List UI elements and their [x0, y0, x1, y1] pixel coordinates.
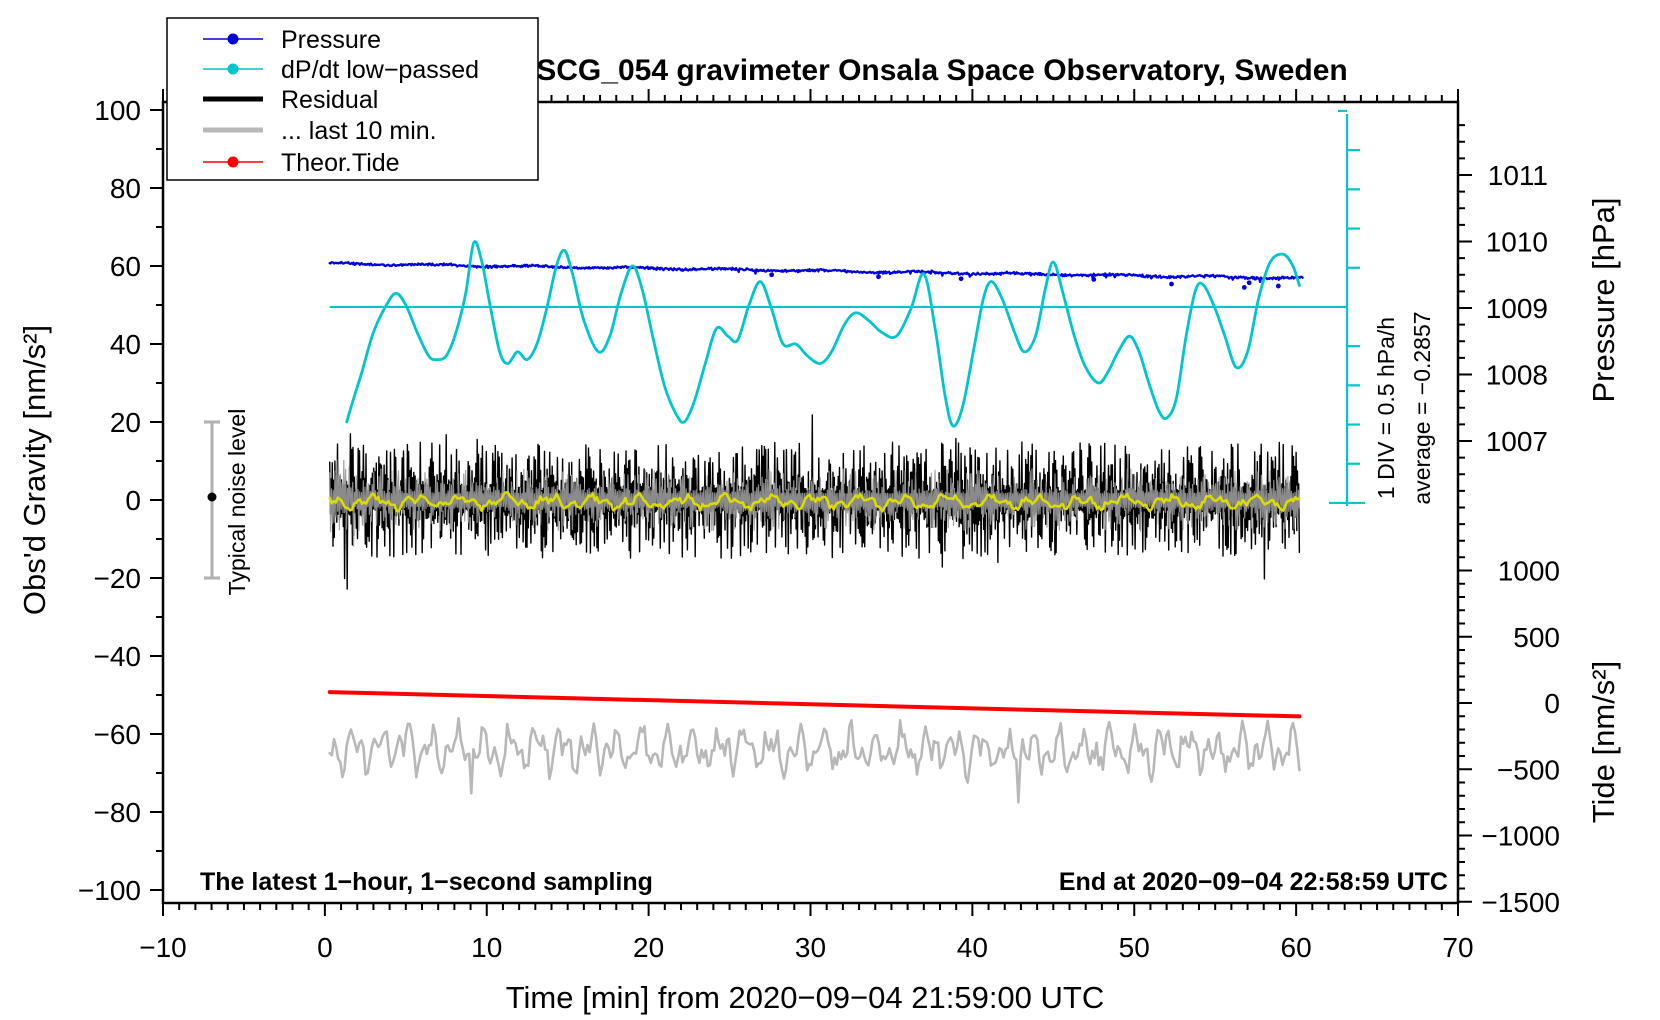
legend-label-last10: ... last 10 min.	[281, 117, 437, 145]
tide-tick-label: 0	[1544, 688, 1560, 719]
chart-title: SCG_054 gravimeter Onsala Space Observat…	[536, 54, 1348, 87]
pressure-outlier-dot	[1091, 277, 1097, 282]
y-left-tick-label: −60	[94, 719, 142, 750]
tide-tick-label: 500	[1513, 622, 1560, 653]
pressure-tick-label: 1007	[1486, 426, 1548, 457]
pressure-outlier-dot	[1246, 280, 1252, 286]
legend-marker-1	[203, 63, 263, 75]
div-scale-note: 1 DIV = 0.5 hPa/h	[1373, 317, 1399, 499]
y-left-axis-title: Obs'd Gravity [nm/s²]	[17, 325, 52, 615]
x-axis-title: Time [min] from 2020−09−04 21:59:00 UTC	[506, 980, 1105, 1015]
legend-label-tide: Theor.Tide	[281, 149, 400, 177]
x-tick-label: 20	[633, 932, 664, 963]
legend-markers	[203, 33, 263, 168]
theor-tide-series	[327, 690, 1302, 719]
legend-label-pressure: Pressure	[281, 26, 381, 54]
noise-level-label: Typical noise level	[224, 409, 250, 596]
pressure-tick-label: 1011	[1488, 160, 1548, 191]
pressure-axis-title: Pressure [hPa]	[1586, 197, 1621, 402]
y-left-tick-label: 80	[110, 173, 141, 204]
tide-tick-label: −1000	[1481, 821, 1560, 852]
generated-chart-layers: −10 0 10 20 30 40 50 60 70−100−80−60−40−20020406…	[78, 89, 1560, 963]
tide-tick-label: 1000	[1498, 556, 1560, 587]
x-tick-label: 30	[795, 932, 826, 963]
x-tick-label: 10	[471, 932, 502, 963]
average-note: average = −0.2857	[1409, 311, 1435, 504]
pressure-tick-label: 1008	[1486, 360, 1548, 391]
x-tick-label: 60	[1281, 932, 1312, 963]
pressure-series	[328, 260, 1304, 284]
pressure-outlier-dot	[1169, 281, 1174, 287]
pressure-outlier-dot	[876, 274, 881, 280]
residual-gray-overlay	[329, 459, 1301, 547]
legend-label-dpdt: dP/dt low−passed	[281, 56, 479, 84]
x-tick-label: 0	[317, 932, 333, 963]
y-left-tick-label: 60	[110, 251, 141, 282]
sampling-note: The latest 1−hour, 1−second sampling	[200, 868, 653, 896]
residual-lowpass-series	[328, 491, 1301, 513]
x-tick-label: 70	[1442, 932, 1473, 963]
tide-axis-title: Tide [nm/s²]	[1586, 661, 1621, 824]
y-left-tick-label: −100	[78, 875, 141, 906]
pressure-outlier-dot	[958, 276, 964, 282]
x-tick-label: 50	[1119, 932, 1150, 963]
y-left-tick-label: −20	[94, 563, 142, 594]
y-left-tick-label: −40	[94, 641, 142, 672]
x-tick-label: 40	[957, 932, 988, 963]
legend-label-residual: Residual	[281, 86, 378, 114]
tide-tick-label: −1500	[1481, 887, 1560, 918]
pressure-outlier-dot	[1241, 284, 1247, 290]
legend-marker-4	[203, 156, 263, 168]
pressure-tick-label: 1010	[1486, 227, 1548, 258]
end-time-note: End at 2020−09−04 22:58:59 UTC	[1059, 868, 1448, 896]
x-tick-label: −10	[139, 932, 187, 963]
pressure-outlier-dot	[1275, 283, 1281, 289]
pressure-outlier-dot	[769, 272, 775, 278]
y-left-tick-label: 40	[110, 329, 141, 360]
noise-errorbar-dot	[207, 492, 217, 502]
y-left-tick-label: 0	[125, 485, 141, 516]
tide-tick-label: −500	[1497, 754, 1560, 785]
legend: Pressure dP/dt low−passed Residual ... l…	[166, 17, 539, 181]
last10min-series	[328, 716, 1301, 804]
legend-marker-0	[203, 33, 263, 45]
y-left-tick-label: 20	[110, 407, 141, 438]
y-left-tick-label: 100	[94, 95, 141, 126]
dpdt-series	[345, 240, 1301, 428]
y-left-tick-label: −80	[94, 797, 142, 828]
pressure-tick-label: 1009	[1486, 293, 1548, 324]
